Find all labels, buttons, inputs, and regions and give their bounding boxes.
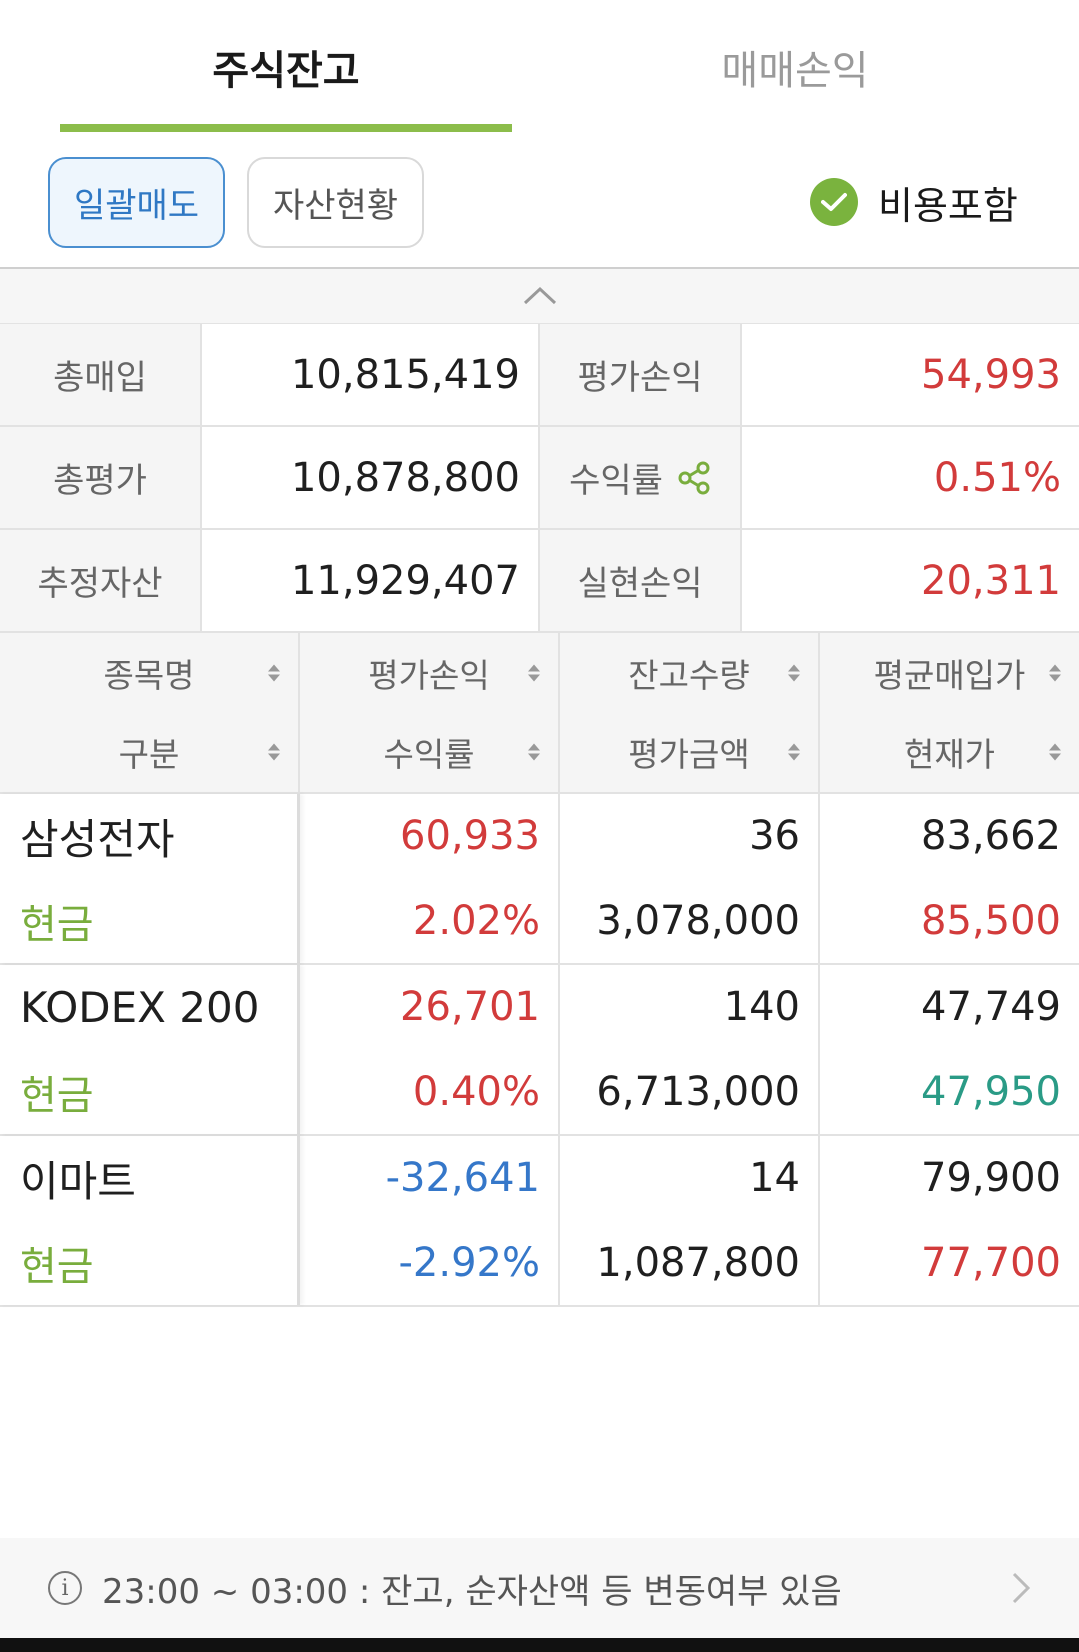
sort-icon xyxy=(528,743,540,761)
stock-eval-amount: 3,078,000 xyxy=(596,897,800,944)
chevron-up-icon xyxy=(523,286,556,305)
include-fees-toggle[interactable]: 비용포함 xyxy=(810,172,1018,232)
stock-eval-pl: 26,701 xyxy=(400,984,540,1031)
stock-eval-pl: 60,933 xyxy=(400,813,540,860)
sort-name-header[interactable]: 종목명 xyxy=(0,633,298,713)
stock-category: 현금 xyxy=(20,901,94,948)
stock-avg-price: 79,900 xyxy=(921,1155,1061,1202)
summary-row: 총평가 10,878,800 수익률 0.51% xyxy=(0,427,1079,530)
stock-name: 삼성전자 xyxy=(20,814,175,864)
stock-return-rate: 0.40% xyxy=(412,1068,540,1115)
eval-pl-value: 54,993 xyxy=(742,324,1079,425)
stock-cur-price: 47,950 xyxy=(921,1068,1061,1115)
total-purchase-label: 총매입 xyxy=(0,324,202,425)
sort-cur-price-header[interactable]: 현재가 xyxy=(820,713,1079,793)
stock-eval-amount: 1,087,800 xyxy=(596,1239,800,1286)
return-rate-value: 0.51% xyxy=(742,427,1079,528)
total-eval-label: 총평가 xyxy=(0,427,202,528)
summary-row: 총매입 10,815,419 평가손익 54,993 xyxy=(0,324,1079,427)
stock-qty: 14 xyxy=(749,1155,800,1202)
stock-avg-price: 47,749 xyxy=(921,984,1061,1031)
tab-bar: 주식잔고 매매손익 xyxy=(0,0,1079,132)
realized-pl-label: 실현손익 xyxy=(540,530,742,631)
stock-name: 이마트 xyxy=(20,1156,136,1206)
system-nav-bar xyxy=(0,1638,1079,1652)
stock-eval-pl: -32,641 xyxy=(385,1155,540,1202)
table-row[interactable]: 삼성전자 현금 60,933 2.02% 36 3,078,000 83,662… xyxy=(0,794,1079,965)
stock-cur-price: 77,700 xyxy=(921,1239,1061,1286)
sort-return-rate-header[interactable]: 수익률 xyxy=(300,713,558,793)
stock-name: KODEX 200 xyxy=(20,982,260,1032)
tab-stock-balance[interactable]: 주식잔고 xyxy=(212,48,360,94)
bulk-sell-button[interactable]: 일괄매도 xyxy=(48,157,225,248)
include-fees-label: 비용포함 xyxy=(878,183,1018,228)
table-row[interactable]: 이마트 현금 -32,641 -2.92% 14 1,087,800 79,90… xyxy=(0,1136,1079,1307)
notice-text: 23:00 ~ 03:00 : 잔고, 순자산액 등 변동여부 있음 xyxy=(102,1571,842,1612)
sort-category-header[interactable]: 구분 xyxy=(0,713,298,793)
stock-category: 현금 xyxy=(20,1243,94,1290)
stock-return-rate: -2.92% xyxy=(398,1239,540,1286)
stock-return-rate: 2.02% xyxy=(412,897,540,944)
share-icon[interactable] xyxy=(677,461,711,495)
sort-icon xyxy=(788,664,800,682)
check-icon xyxy=(810,178,858,226)
stock-cur-price: 85,500 xyxy=(921,897,1061,944)
stock-eval-amount: 6,713,000 xyxy=(596,1068,800,1115)
sort-avg-price-header[interactable]: 평균매입가 xyxy=(820,633,1079,713)
return-rate-cell: 수익률 xyxy=(540,427,742,528)
holdings-table-header: 종목명 구분 평가손익 수익률 잔고수량 평가금액 평균매입가 현재가 xyxy=(0,633,1079,794)
sort-qty-header[interactable]: 잔고수량 xyxy=(560,633,818,713)
active-tab-indicator xyxy=(60,124,512,132)
info-icon: i xyxy=(48,1571,82,1605)
tab-trading-pl[interactable]: 매매손익 xyxy=(721,48,869,94)
stock-qty: 36 xyxy=(749,813,800,860)
collapse-summary-button[interactable] xyxy=(0,269,1079,324)
divider xyxy=(0,267,1079,269)
summary-row: 추정자산 11,929,407 실현손익 20,311 xyxy=(0,530,1079,633)
table-row[interactable]: KODEX 200 현금 26,701 0.40% 140 6,713,000 … xyxy=(0,965,1079,1136)
sort-eval-pl-header[interactable]: 평가손익 xyxy=(300,633,558,713)
total-eval-value: 10,878,800 xyxy=(202,427,540,528)
eval-pl-label: 평가손익 xyxy=(540,324,742,425)
asset-status-button[interactable]: 자산현황 xyxy=(247,157,424,248)
account-summary: 총매입 10,815,419 평가손익 54,993 총평가 10,878,80… xyxy=(0,324,1079,633)
sort-icon xyxy=(1049,743,1061,761)
sort-icon xyxy=(1049,664,1061,682)
total-purchase-value: 10,815,419 xyxy=(202,324,540,425)
chevron-right-icon xyxy=(1012,1572,1031,1604)
sort-icon xyxy=(788,743,800,761)
trading-hours-notice[interactable]: i 23:00 ~ 03:00 : 잔고, 순자산액 등 변동여부 있음 xyxy=(0,1538,1079,1638)
stock-avg-price: 83,662 xyxy=(921,813,1061,860)
est-assets-label: 추정자산 xyxy=(0,530,202,631)
est-assets-value: 11,929,407 xyxy=(202,530,540,631)
holdings-table-body: 삼성전자 현금 60,933 2.02% 36 3,078,000 83,662… xyxy=(0,794,1079,1307)
sort-icon xyxy=(528,664,540,682)
sort-icon xyxy=(268,664,280,682)
realized-pl-value: 20,311 xyxy=(742,530,1079,631)
sort-eval-amount-header[interactable]: 평가금액 xyxy=(560,713,818,793)
return-rate-label: 수익률 xyxy=(569,461,663,501)
stock-qty: 140 xyxy=(723,984,800,1031)
stock-category: 현금 xyxy=(20,1072,94,1119)
sort-icon xyxy=(268,743,280,761)
